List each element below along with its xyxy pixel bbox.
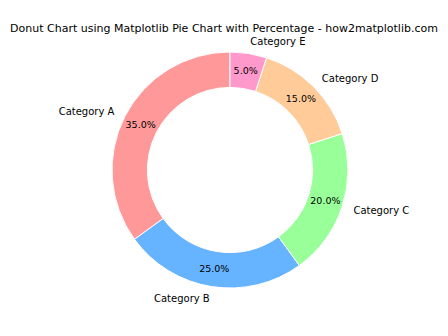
category-label: Category C [353,205,409,216]
slice [256,58,343,145]
slice [279,134,348,266]
slices [112,52,348,288]
data-label: 35.0% [126,119,156,130]
data-label: 25.0% [199,263,229,274]
category-label: Category E [250,36,305,47]
donut: Category A Category B Category C Category D… [59,36,410,303]
data-label: 20.0% [310,195,340,206]
category-label: Category B [154,293,210,304]
data-label: 15.0% [286,93,316,104]
data-label: 5.0% [234,65,258,76]
slice [135,219,300,288]
title: Donut Chart using Matplotlib Pie Chart w… [10,22,438,35]
category-label: Category A [59,106,115,117]
slice [230,52,266,91]
chart: Donut Chart using Matplotlib Pie Chart w… [0,0,448,336]
category-label: Category D [322,73,379,84]
slice [112,52,230,239]
labels: Category A Category B Category C Category D… [59,36,410,303]
